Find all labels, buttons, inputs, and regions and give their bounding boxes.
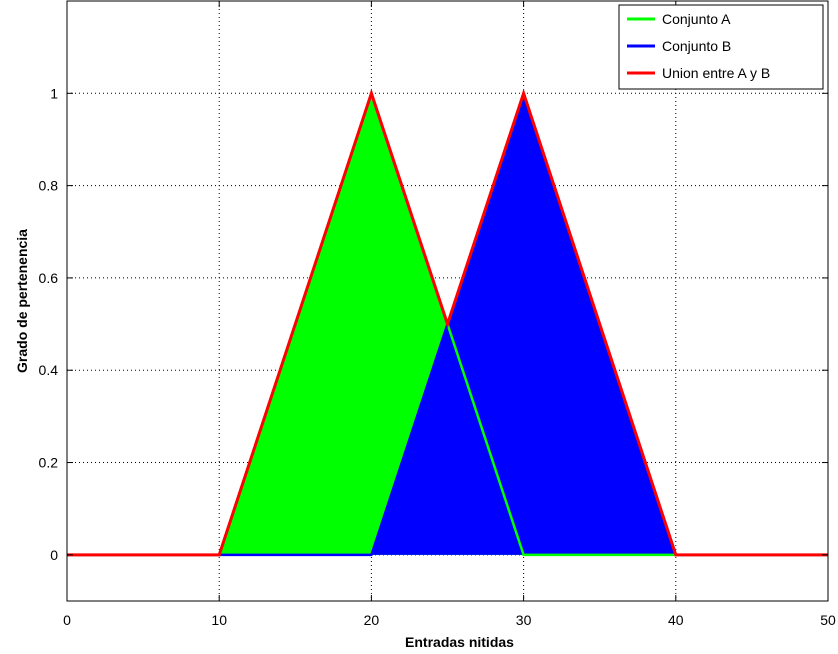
legend-label-conjunto-b: Conjunto B bbox=[662, 38, 731, 54]
x-tick-label: 40 bbox=[668, 612, 684, 628]
x-tick-label: 0 bbox=[63, 612, 71, 628]
y-tick-label: 1 bbox=[50, 85, 58, 101]
y-axis-label: Grado de pertenencia bbox=[14, 229, 30, 373]
legend: Conjunto A Conjunto B Union entre A y B bbox=[618, 4, 824, 90]
x-tick-label: 50 bbox=[820, 612, 836, 628]
series-fills bbox=[219, 93, 676, 555]
axis-ticks: 0 10 20 30 40 50 0 0.2 0.4 0.6 0.8 1 bbox=[39, 1, 836, 628]
x-tick-label: 30 bbox=[516, 612, 532, 628]
union-entre-a-y-b-line bbox=[67, 88, 828, 557]
legend-label-union-entre-a-y-b: Union entre A y B bbox=[662, 65, 770, 81]
series-lines bbox=[67, 88, 828, 557]
x-tick-label: 10 bbox=[211, 612, 227, 628]
axes-frame bbox=[66, 0, 829, 602]
y-tick-label: 0.6 bbox=[39, 270, 59, 286]
x-tick-label: 20 bbox=[364, 612, 380, 628]
y-tick-label: 0.8 bbox=[39, 178, 59, 194]
y-tick-label: 0.4 bbox=[39, 362, 59, 378]
y-tick-label: 0 bbox=[50, 547, 58, 563]
legend-label-conjunto-a: Conjunto A bbox=[662, 11, 731, 27]
x-axis-label: Entradas nitidas bbox=[405, 634, 514, 650]
conjunto-b-area bbox=[371, 93, 676, 555]
y-tick-label: 0.2 bbox=[39, 455, 59, 471]
